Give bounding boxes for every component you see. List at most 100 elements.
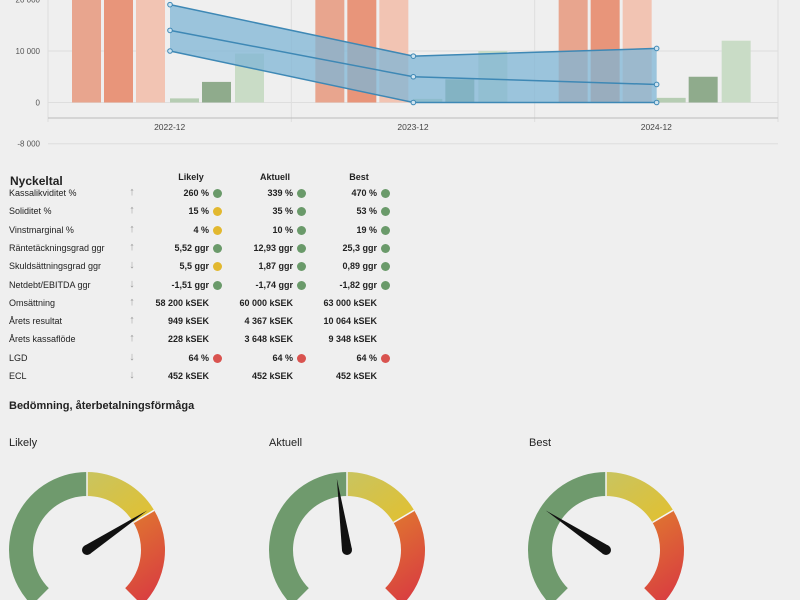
kpi-row: Vinstmarginal % ↑ 4 % 10 % 19 %: [8, 223, 428, 241]
gauge-segment-red: [125, 510, 165, 600]
forecast-band: [170, 4, 657, 103]
kpi-value: 15 %: [188, 206, 209, 217]
kpi-label: Årets kassaflöde: [9, 334, 76, 345]
status-dot: [381, 189, 390, 198]
bar[interactable]: [72, 0, 101, 103]
x-tick-label: 2022-12: [154, 122, 185, 132]
line-point[interactable]: [410, 73, 417, 80]
line-point[interactable]: [167, 1, 173, 8]
kpi-value: -1,82 ggr: [339, 279, 377, 290]
gauge-segment-green: [528, 472, 606, 600]
kpi-value: 0,89 ggr: [342, 261, 377, 272]
kpi-value: 260 %: [183, 188, 209, 198]
gauge-segment-green: [9, 472, 87, 600]
kpi-row: Omsättning ↑ 58 200 kSEK 60 000 kSEK 63 000 …: [8, 296, 428, 314]
kpi-label: Vinstmarginal %: [9, 224, 74, 235]
kpi-value: 63 000 kSEK: [323, 297, 377, 308]
status-dot: [381, 280, 390, 290]
gauge-label-aktuell: Aktuell: [269, 437, 303, 449]
kpi-label: Kassalikviditet %: [9, 188, 77, 198]
status-dot: [297, 353, 306, 363]
kpi-row: Årets kassaflöde ↑ 228 kSEK 3 648 kSEK 9 348…: [8, 332, 428, 350]
bar[interactable]: [656, 97, 686, 103]
arrow-down-icon: ↓: [129, 369, 135, 381]
kpi-row: ECL ↓ 452 kSEK 452 kSEK 452 kSEK: [8, 369, 428, 387]
gauge-segment-red: [385, 510, 425, 600]
status-dot: [381, 225, 390, 235]
line-point[interactable]: [653, 45, 660, 52]
kpi-label: Skuldsättningsgrad ggr: [9, 261, 102, 272]
gauge-needle: [545, 510, 609, 555]
kpi-row: Räntetäckningsgrad ggr ↑ 5,52 ggr 12,93 ggr…: [8, 241, 428, 259]
status-dot: [213, 280, 222, 290]
gauge-segment-red: [644, 510, 684, 600]
status-dot: [297, 225, 306, 235]
bar[interactable]: [104, 0, 133, 103]
kpi-row: Soliditet % ↑ 15 % 35 % 53 %: [8, 204, 428, 222]
kpi-row: Årets resultat ↑ 949 kSEK 4 367 kSEK 10 064 …: [8, 314, 428, 332]
kpi-label: LGD: [9, 352, 28, 363]
kpi-label: Räntetäckningsgrad ggr: [9, 242, 105, 253]
kpi-row: LGD ↓ 64 % 64 % 64 %: [8, 351, 428, 369]
kpi-value: 5,5 ggr: [179, 261, 209, 272]
header-aktuell: Aktuell: [259, 172, 290, 182]
gauge-segment-yellow: [606, 472, 674, 523]
arrow-up-icon: ↑: [129, 186, 135, 198]
status-dot: [213, 243, 222, 253]
line-point[interactable]: [167, 48, 173, 54]
kpi-value: 10 064 kSEK: [323, 316, 377, 327]
arrow-up-icon: ↑: [129, 332, 135, 345]
gauge-segment-yellow: [87, 472, 155, 523]
kpi-value: 1,87 ggr: [258, 261, 293, 272]
line-point[interactable]: [410, 99, 417, 106]
kpi-value: 58 200 kSEK: [155, 297, 209, 308]
arrow-up-icon: ↑: [129, 204, 135, 217]
kpi-value: 19 %: [356, 224, 377, 235]
gauge-aktuell: [269, 472, 425, 600]
status-dot: [381, 207, 390, 217]
y-tick-label: 10 000: [16, 47, 41, 56]
x-tick-label: 2023-12: [397, 122, 428, 132]
kpi-label: Soliditet %: [9, 206, 52, 217]
gauge-needle: [336, 478, 352, 551]
kpi-label: ECL: [9, 371, 27, 381]
kpi-row: Netdebt/EBITDA ggr ↓ -1,51 ggr -1,74 ggr -1,…: [8, 278, 428, 296]
kpi-value: 10 %: [272, 224, 293, 235]
status-dot: [297, 243, 306, 253]
status-dot: [213, 189, 222, 198]
bar[interactable]: [688, 76, 718, 103]
kpi-row: Kassalikviditet % ↑ 260 % 339 % 470 %: [8, 186, 428, 204]
kpi-value: 60 000 kSEK: [239, 297, 293, 308]
header-best: Best: [349, 172, 369, 182]
kpi-label: Årets resultat: [9, 316, 63, 327]
kpi-value: 452 kSEK: [167, 371, 209, 381]
status-dot: [213, 225, 222, 235]
kpi-row: Skuldsättningsgrad ggr ↓ 5,5 ggr 1,87 ggr 0,…: [8, 259, 428, 277]
header-likely: Likely: [178, 172, 204, 182]
bar[interactable]: [170, 98, 199, 103]
line-point[interactable]: [167, 27, 173, 34]
kpi-value: -1,74 ggr: [255, 279, 293, 290]
bar[interactable]: [721, 40, 751, 103]
y-tick-label: 0: [36, 99, 41, 108]
gauge-label-likely: Likely: [9, 437, 38, 449]
line-point[interactable]: [653, 99, 660, 106]
gauge-hub: [82, 545, 92, 555]
kpi-value: 452 kSEK: [251, 371, 293, 381]
arrow-down-icon: ↓: [129, 277, 135, 290]
kpi-value: 4 367 kSEK: [244, 316, 293, 327]
gauge-best: [528, 472, 684, 600]
arrow-down-icon: ↓: [129, 259, 135, 272]
line-point[interactable]: [410, 53, 417, 59]
arrow-up-icon: ↑: [129, 314, 135, 327]
kpi-value: 4 %: [193, 224, 209, 235]
status-dot: [381, 262, 390, 272]
kpi-value: -1,51 ggr: [171, 279, 209, 290]
kpi-value: 949 kSEK: [167, 316, 209, 327]
bar[interactable]: [202, 81, 231, 103]
line-point[interactable]: [653, 81, 660, 88]
status-dot: [297, 280, 306, 290]
kpi-label: Netdebt/EBITDA ggr: [9, 279, 91, 290]
bar[interactable]: [136, 0, 165, 103]
